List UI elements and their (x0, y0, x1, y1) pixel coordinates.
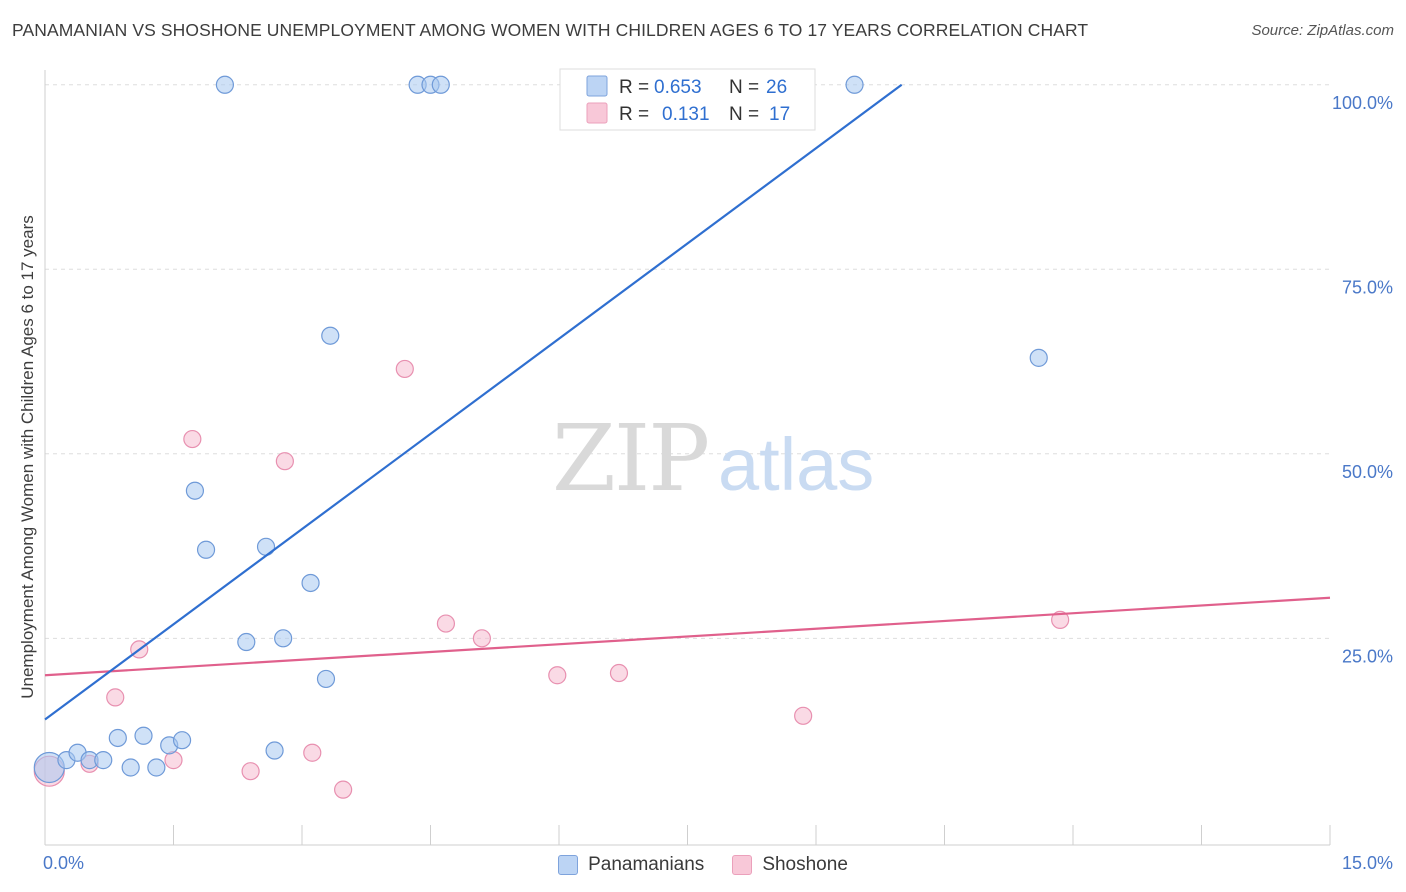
bottom-legend-shoshone: Shoshone (732, 854, 848, 876)
x-tick-label-max: 15.0% (1342, 853, 1393, 873)
y-axis-label: Unemployment Among Women with Children A… (18, 215, 37, 699)
panamanians-trend-line (44, 83, 903, 721)
data-point (303, 743, 322, 762)
y-tick-labels: 25.0% 50.0% 75.0% 100.0% (1332, 93, 1393, 667)
data-point (241, 762, 260, 781)
legend-n-value-1: 26 (766, 77, 787, 98)
legend-swatch-shoshone (586, 102, 608, 124)
bottom-legend: Panamanians Shoshone (0, 850, 1406, 880)
y-tick-label: 75.0% (1342, 277, 1393, 297)
legend-swatch-panamanians (586, 75, 608, 97)
y-tick-label: 100.0% (1332, 93, 1393, 113)
watermark-atlas: atlas (718, 423, 874, 506)
legend-r-label-2: R = (619, 104, 649, 125)
data-point (183, 429, 202, 449)
data-point (147, 758, 166, 777)
data-point (609, 663, 629, 683)
panamanians-points (33, 75, 1048, 784)
data-point (256, 537, 276, 556)
data-point (134, 726, 153, 745)
legend-r-value-2: 0.131 (662, 104, 710, 125)
data-point (301, 573, 320, 593)
data-point (1029, 348, 1048, 367)
data-point (275, 452, 294, 471)
x-tick-label-min: 0.0% (43, 853, 84, 873)
bottom-legend-panamanians: Panamanians (558, 854, 704, 876)
source-credit: Source: ZipAtlas.com (1251, 22, 1394, 39)
data-point (845, 75, 864, 94)
data-point (274, 629, 293, 648)
data-point (108, 728, 127, 748)
legend-n-label-2: N = (729, 104, 759, 125)
data-point (185, 481, 205, 500)
data-point (1051, 610, 1070, 629)
data-point (321, 326, 340, 345)
chart-title: PANAMANIAN VS SHOSHONE UNEMPLOYMENT AMON… (12, 20, 1089, 40)
legend: R = 0.653 N = 26 R = 0.131 N = 17 (559, 68, 816, 131)
panamanians-swatch (558, 855, 579, 875)
gridlines (45, 84, 1330, 639)
legend-r-label-1: R = (619, 77, 649, 98)
data-point (237, 632, 256, 652)
data-point (106, 688, 125, 707)
data-point (121, 758, 140, 777)
x-ticks (44, 825, 1331, 845)
data-point (431, 75, 450, 94)
shoshone-label: Shoshone (762, 854, 848, 875)
data-point (334, 780, 353, 799)
watermark-zip: ZIP (552, 405, 708, 512)
y-tick-label: 50.0% (1342, 462, 1393, 482)
legend-n-label-1: N = (729, 77, 759, 98)
legend-n-value-2: 17 (769, 104, 790, 125)
data-point (548, 666, 567, 685)
shoshone-swatch (732, 855, 753, 875)
data-point (436, 614, 456, 633)
panamanians-label: Panamanians (588, 854, 705, 875)
data-point (794, 706, 813, 725)
data-point (316, 669, 336, 689)
data-point (265, 741, 284, 760)
data-point (215, 75, 234, 94)
data-point (472, 629, 491, 648)
data-point (395, 359, 414, 379)
legend-r-value-1: 0.653 (654, 77, 702, 98)
data-point (172, 731, 192, 750)
shoshone-trend-line (44, 596, 1331, 677)
data-point (94, 751, 113, 770)
y-tick-label: 25.0% (1342, 646, 1393, 666)
data-point (196, 540, 216, 559)
